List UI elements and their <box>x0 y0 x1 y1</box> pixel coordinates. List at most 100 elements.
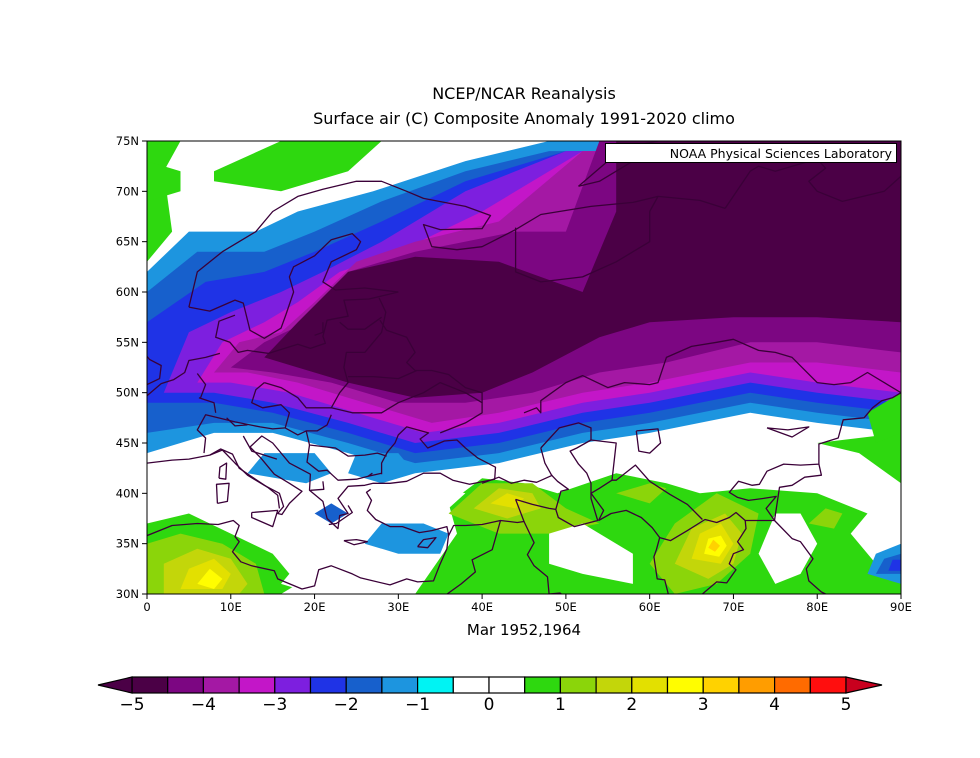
x-axis-caption: Mar 1952,1964 <box>466 621 582 639</box>
colorbar-swatch <box>309 676 347 694</box>
coastline <box>343 538 368 546</box>
x-tick-label: 80E <box>806 600 828 614</box>
coastline <box>446 520 502 594</box>
anomaly-band <box>147 161 181 202</box>
colorbar-label: 5 <box>841 695 852 715</box>
coastline <box>314 322 324 336</box>
colorbar-label: 0 <box>484 695 495 715</box>
colorbar-swatch <box>666 676 704 694</box>
coastline <box>215 291 399 355</box>
y-tick-label: 70N <box>116 184 139 198</box>
page-subtitle: Surface air (C) Composite Anomaly 1991-2… <box>313 109 735 128</box>
colorbar-swatch <box>452 676 490 694</box>
coastline <box>514 211 651 283</box>
coastline <box>523 338 901 414</box>
page-title: NCEP/NCAR Reanalysis <box>432 84 616 103</box>
coastline <box>147 352 221 397</box>
colorbar-swatch <box>524 676 562 694</box>
anomaly-band <box>264 141 901 398</box>
x-tick-label: 60E <box>639 600 661 614</box>
coastline <box>251 509 279 528</box>
colorbar-label: 2 <box>626 695 637 715</box>
anomaly-band <box>758 513 818 584</box>
colorbar-swatch <box>702 676 740 694</box>
coastline <box>215 482 230 505</box>
coastline <box>367 472 373 477</box>
coastline <box>766 426 810 438</box>
anomaly-band <box>616 483 667 504</box>
colorbar-label: −2 <box>334 695 359 715</box>
colorbar-label: 3 <box>698 695 709 715</box>
colorbar-swatch <box>773 676 811 694</box>
colorbar-swatch <box>131 676 169 694</box>
anomaly-band <box>214 473 332 544</box>
y-tick-label: 45N <box>116 436 139 450</box>
coastline <box>306 444 382 481</box>
colorbar-label: −3 <box>262 695 287 715</box>
colorbar-label: 4 <box>769 695 780 715</box>
colorbar-swatch <box>595 676 633 694</box>
colorbar-swatch <box>202 676 240 694</box>
coastline <box>226 417 248 427</box>
coastline <box>198 397 217 413</box>
anomaly-band <box>147 141 181 262</box>
colorbar-swatch <box>167 676 204 694</box>
colorbar-swatch <box>631 676 669 694</box>
anomaly-band <box>708 539 720 552</box>
coastline <box>188 180 726 308</box>
anomaly-band <box>549 523 633 584</box>
coastline <box>773 463 823 521</box>
coastline <box>419 593 421 594</box>
anomaly-band <box>490 493 524 509</box>
colorbar-label: −1 <box>405 695 430 715</box>
y-tick-label: 60N <box>116 285 139 299</box>
anomaly-field <box>147 141 901 594</box>
anomaly-band <box>616 443 818 474</box>
x-tick-label: 10E <box>220 600 242 614</box>
coastline <box>540 422 599 528</box>
anomaly-band <box>281 543 432 594</box>
colorbar-label: −5 <box>119 695 144 715</box>
colorbar-swatch <box>738 676 776 694</box>
y-tick-label: 55N <box>116 335 139 349</box>
coastline <box>481 474 553 484</box>
coastline <box>728 392 901 522</box>
coastline <box>218 462 228 480</box>
coastline <box>649 196 659 212</box>
colorbar-swatch <box>274 676 312 694</box>
coastline <box>348 369 418 380</box>
coastline <box>331 381 483 434</box>
coastline <box>284 414 332 436</box>
coastline <box>417 536 437 549</box>
coastline <box>328 505 353 526</box>
coastline <box>379 319 483 403</box>
colorbar: −5 −4 −3 −2 −1 0 1 2 3 4 5 <box>97 676 883 715</box>
coastline <box>196 373 207 398</box>
coastline <box>590 479 613 521</box>
x-tick-label: 40E <box>471 600 493 614</box>
x-tick-label: 50E <box>555 600 577 614</box>
anomaly-band <box>214 141 382 192</box>
axis-ticks: 0 10E 20E 30E 40E 50E 60E 70E 80E 90E 30N 35N 40N 45N… <box>116 134 912 614</box>
x-tick-label: 20E <box>304 600 326 614</box>
coastline <box>523 521 550 594</box>
colorbar-swatch <box>238 676 276 694</box>
coastline <box>264 297 387 409</box>
anomaly-band <box>197 568 223 589</box>
coastline <box>147 426 497 530</box>
y-tick-label: 75N <box>116 134 139 148</box>
coastline <box>188 232 399 339</box>
coastline <box>724 158 901 209</box>
anomaly-band <box>867 392 901 443</box>
coastline <box>147 355 162 386</box>
coastlines <box>147 141 901 594</box>
coastline <box>635 428 662 454</box>
coastline <box>242 435 278 460</box>
colorbar-swatch <box>559 676 597 694</box>
colorbar-low-arrow <box>97 676 133 694</box>
colorbar-swatch <box>417 676 454 694</box>
y-tick-label: 30N <box>116 587 139 601</box>
x-tick-label: 90E <box>890 600 912 614</box>
